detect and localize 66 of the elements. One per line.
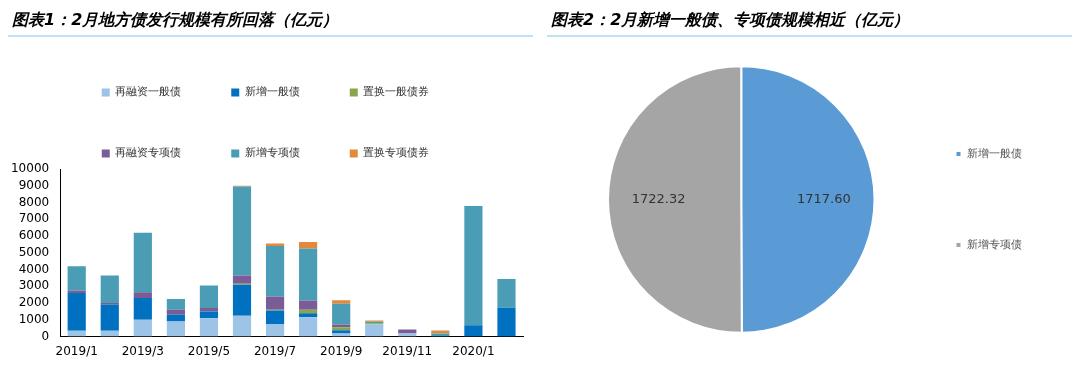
bar [133, 232, 152, 293]
y-tick-label: 1000 [18, 311, 50, 326]
chart-title: 图表1：2月地方债发行规模有所回落（亿元） [8, 8, 533, 37]
bar [232, 284, 252, 316]
bar [497, 307, 516, 337]
y-tick-label: 2000 [18, 295, 50, 310]
legend-label: 再融资一般债 [115, 85, 182, 99]
bar [100, 304, 119, 331]
bar [265, 296, 285, 310]
x-tick-label: 2019/9 [320, 343, 363, 358]
y-tick-label: 0 [41, 328, 50, 343]
bar [199, 311, 219, 319]
x-tick-label: 2019/7 [253, 343, 297, 358]
bar [67, 293, 86, 331]
y-tick-label: 9000 [18, 177, 50, 192]
legend-label: 置换一般债券 [363, 85, 430, 99]
bar [166, 314, 185, 322]
bar [133, 298, 152, 320]
y-tick-label: 6000 [18, 228, 50, 243]
x-tick-label: 2019/3 [121, 343, 164, 358]
y-tick-label: 7000 [18, 211, 50, 226]
bar [265, 310, 285, 325]
bar [464, 325, 483, 337]
legend-label: 新增一般债 [244, 85, 300, 99]
legend-label: 新增专项债 [967, 237, 1022, 251]
x-tick-label: 2019/5 [187, 343, 231, 358]
legend-label: 置换专项债券 [363, 146, 430, 160]
y-tick-label: 8000 [18, 194, 50, 209]
data-label: 1717.60 [796, 190, 851, 206]
bar [166, 298, 185, 310]
bar [232, 186, 252, 276]
bar [100, 275, 119, 304]
bar [299, 313, 318, 318]
bar [166, 321, 185, 337]
legend-label: 新增一般债 [967, 146, 1022, 160]
bar [299, 300, 318, 310]
bar [299, 241, 318, 249]
y-tick-label: 5000 [18, 244, 50, 259]
bar [67, 266, 86, 291]
data-label: 1722.32 [631, 191, 686, 207]
bar [299, 248, 318, 301]
bar [299, 317, 318, 337]
legend-label: 新增专项债 [244, 146, 300, 160]
bar [133, 292, 152, 299]
x-tick-label: 2019/1 [55, 343, 98, 358]
y-tick-label: 10000 [10, 161, 50, 176]
bar [464, 206, 483, 326]
bar [398, 329, 417, 334]
x-tick-label: 2019/11 [382, 343, 433, 358]
bar [199, 318, 219, 337]
legend-label: 再融资专项债 [115, 146, 182, 160]
bar [232, 315, 252, 337]
x-tick-label: 2020/1 [452, 343, 495, 358]
bar [497, 278, 516, 308]
bar [265, 324, 285, 337]
bar [199, 285, 219, 309]
bar [332, 300, 351, 304]
y-tick-label: 3000 [18, 278, 50, 293]
bar [332, 303, 351, 325]
bar [133, 319, 152, 337]
bar [232, 275, 252, 284]
chart-title: 图表2：2月新增一般债、专项债规模相近（亿元） [547, 8, 1072, 37]
bar [365, 324, 384, 337]
bar [166, 309, 185, 315]
y-tick-label: 4000 [18, 261, 50, 276]
bar [265, 246, 285, 297]
